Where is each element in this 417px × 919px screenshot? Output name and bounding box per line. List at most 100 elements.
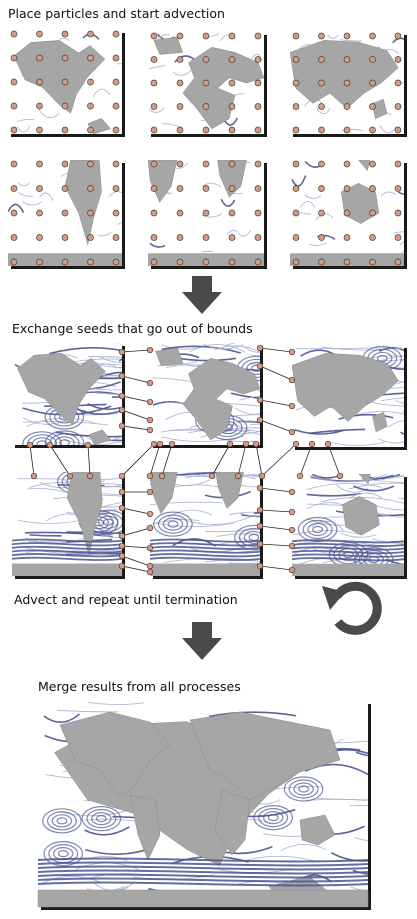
step2-tile [292,345,407,450]
exchanged-seed [252,440,260,448]
exchanged-seed [288,428,296,436]
down-arrow-icon [182,276,222,314]
exchanged-seed [118,562,126,570]
exchanged-seed [288,488,296,496]
exchanged-seed [256,506,264,514]
exchange-link [121,409,151,421]
exchanged-seed [46,441,54,449]
exchange-link [327,443,341,477]
exchanged-seed [256,540,264,548]
exchanged-seed [146,544,154,552]
exchanged-seed [324,440,332,448]
exchanged-seed [146,510,154,518]
step3-caption: Advect and repeat until termination [14,592,238,607]
exchange-link [121,545,151,549]
seed-points [10,160,120,266]
exchange-link [261,443,297,477]
step1-tile [148,160,267,269]
exchanged-seed [26,441,34,449]
exchange-link [259,565,293,571]
exchanged-seed [288,566,296,574]
exchange-link [259,347,293,353]
loop-arrow-icon [322,581,382,635]
exchanged-seed [234,472,242,480]
exchanged-seed [256,522,264,530]
seed-points [292,32,402,134]
exchange-link [121,395,151,403]
exchange-link [259,399,293,407]
step2-tile [12,343,125,448]
exchanged-seed [288,508,296,516]
exchanged-seed [118,472,126,480]
exchanged-seed [118,372,126,380]
exchanged-seed [256,396,264,404]
exchanged-seed [146,398,154,406]
exchanged-seed [208,472,216,480]
exchanged-seed [288,376,296,384]
merged-continents [37,711,369,908]
exchange-link [237,443,247,477]
exchanged-seed [150,440,158,448]
exchanged-seed [256,484,264,492]
exchange-link [161,443,173,477]
exchanged-seed [118,542,126,550]
exchange-link [121,443,155,477]
step2-tile [12,472,125,579]
exchanged-seed [288,348,296,356]
seed-points [150,160,262,266]
exchange-link [121,507,151,515]
exchanged-seed [146,416,154,424]
exchange-link [121,527,151,537]
seed-points [292,160,402,266]
exchanged-seed [156,440,164,448]
exchange-link [259,543,293,547]
exchanged-seed [158,472,166,480]
exchange-link [121,565,151,573]
exchanged-seed [84,441,92,449]
exchanged-seed [118,488,126,496]
exchanged-seed [118,392,126,400]
exchange-link [121,375,151,384]
exchanged-seed [146,488,154,496]
step2-tile [292,474,407,579]
step2-tile [150,343,263,448]
exchanged-seed [256,362,264,370]
exchanged-seed [146,472,154,480]
exchange-link [121,425,151,431]
exchanged-seed [146,568,154,576]
exchanged-seed [146,346,154,354]
exchange-link [121,555,151,567]
down-arrow-icon [182,622,222,660]
exchanged-seed [308,440,316,448]
exchanged-seed [292,440,300,448]
exchange-link [121,349,151,353]
exchange-link [49,444,71,477]
step1-tile [8,160,125,269]
exchanged-seed [30,472,38,480]
exchange-link [259,509,293,513]
exchanged-seed [118,406,126,414]
exchanged-seed [256,344,264,352]
exchanged-seed [288,526,296,534]
exchanged-seed [86,472,94,480]
exchange-link [259,419,293,433]
step1-caption: Place particles and start advection [8,6,225,21]
exchanged-seed [256,562,264,570]
exchanged-seed [242,440,250,448]
exchanged-seed [118,552,126,560]
step1-tile [148,32,267,137]
step2-caption: Exchange seeds that go out of bounds [12,321,253,336]
exchange-link [259,525,293,531]
seed-points [150,32,262,134]
exchanged-seed [146,426,154,434]
exchange-link [211,443,231,477]
exchanged-seed [66,472,74,480]
exchange-link [255,443,263,477]
exchanged-seed [118,504,126,512]
exchange-link [149,443,161,477]
step2-tile [150,472,263,579]
exchanged-seed [118,348,126,356]
exchanged-seed [146,379,154,387]
exchange-link [29,444,35,477]
exchanged-seed [336,472,344,480]
